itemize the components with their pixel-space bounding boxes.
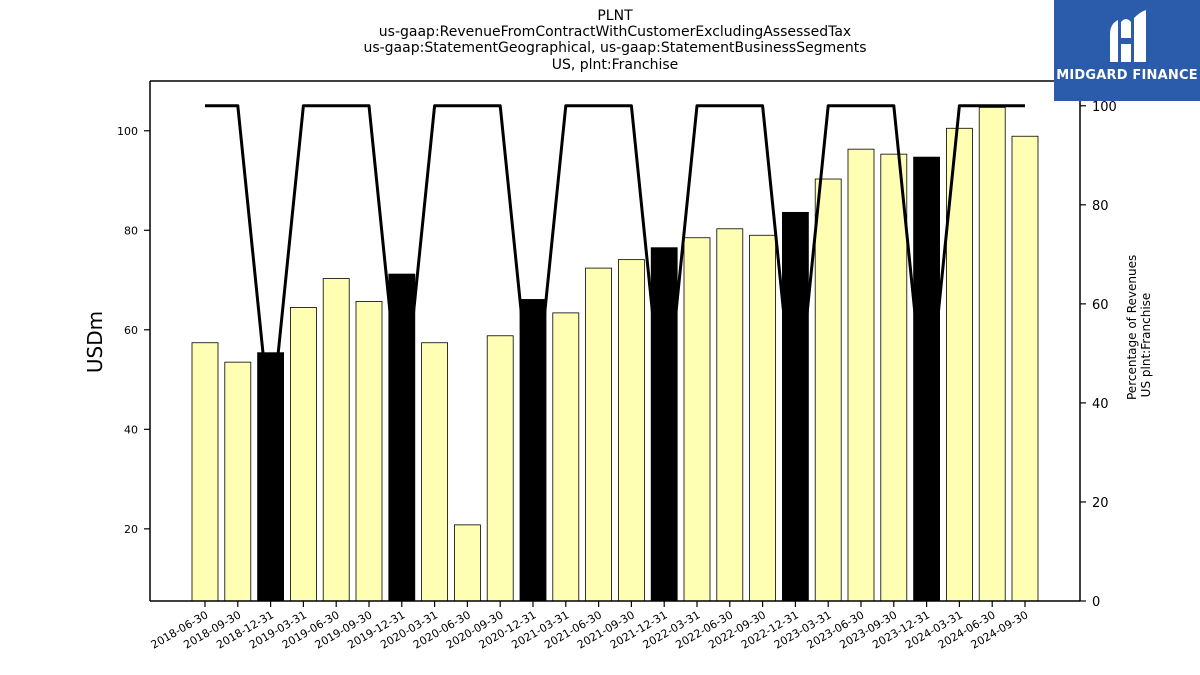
chart-title-line-4: US, plnt:Franchise [551, 57, 679, 73]
bar-2022-03-31 [683, 237, 711, 602]
bar-2020-09-30 [486, 335, 514, 602]
bar-2018-09-30 [224, 361, 252, 602]
bar-2018-06-30 [191, 342, 219, 602]
y-tick-label-60: 60 [124, 324, 138, 337]
y-right-tick-label-0: 0 [1092, 595, 1100, 610]
bar-2022-06-30 [716, 228, 744, 602]
bar-2019-03-31 [289, 307, 317, 602]
bar-2019-09-30 [355, 301, 383, 602]
y-tick-label-80: 80 [124, 224, 138, 237]
y-axis-right-label: Percentage of Revenues US plnt:Franchise [1125, 254, 1155, 400]
logo-mark-icon [1110, 10, 1146, 62]
y-right-tick-label-40: 40 [1092, 397, 1109, 412]
y-right-tick-label-100: 100 [1092, 100, 1117, 115]
y-right-tick-label-60: 60 [1092, 298, 1109, 313]
bar-2021-09-30 [618, 259, 645, 602]
bar-2023-12-31 [913, 156, 940, 602]
bar-2023-03-31 [814, 178, 842, 602]
bar-2020-03-31 [421, 342, 449, 602]
y-axis-right-label-line-2: US plnt:Franchise [1139, 292, 1153, 398]
percentage-line [205, 104, 1025, 430]
y-right-tick-label-20: 20 [1092, 496, 1109, 511]
bar-2018-12-31 [257, 352, 285, 602]
y-axis-right-label-line-1: Percentage of Revenues [1125, 254, 1139, 400]
bar-2021-03-31 [552, 312, 580, 602]
y-tick-label-100: 100 [117, 125, 138, 138]
y-tick-label-20: 20 [124, 523, 138, 536]
bar-2020-06-30 [453, 524, 481, 602]
chart-title-line-2: us-gaap:RevenueFromContractWithCustomerE… [378, 24, 852, 40]
y-tick-label-40: 40 [124, 423, 138, 436]
bar-2024-09-30 [1011, 135, 1039, 602]
chart-title-line-1: PLNT [597, 8, 633, 24]
bar-2019-06-30 [322, 278, 350, 602]
bar-2024-06-30 [978, 106, 1006, 602]
y-right-tick-label-80: 80 [1092, 199, 1109, 214]
chart-title-line-3: us-gaap:StatementGeographical, us-gaap:S… [363, 40, 867, 56]
bar-2024-03-31 [946, 127, 973, 602]
bar-2019-12-31 [388, 273, 416, 602]
bar-2021-06-30 [585, 267, 612, 602]
logo-text: MIDGARD FINANCE [1056, 68, 1198, 83]
bar-2023-06-30 [847, 148, 875, 602]
bar-2022-09-30 [749, 234, 776, 602]
bar-2023-09-30 [880, 153, 908, 602]
bar-2022-12-31 [782, 211, 809, 602]
brand-logo: MIDGARD FINANCE [1054, 0, 1200, 101]
y-axis-label: USDm [83, 310, 107, 374]
